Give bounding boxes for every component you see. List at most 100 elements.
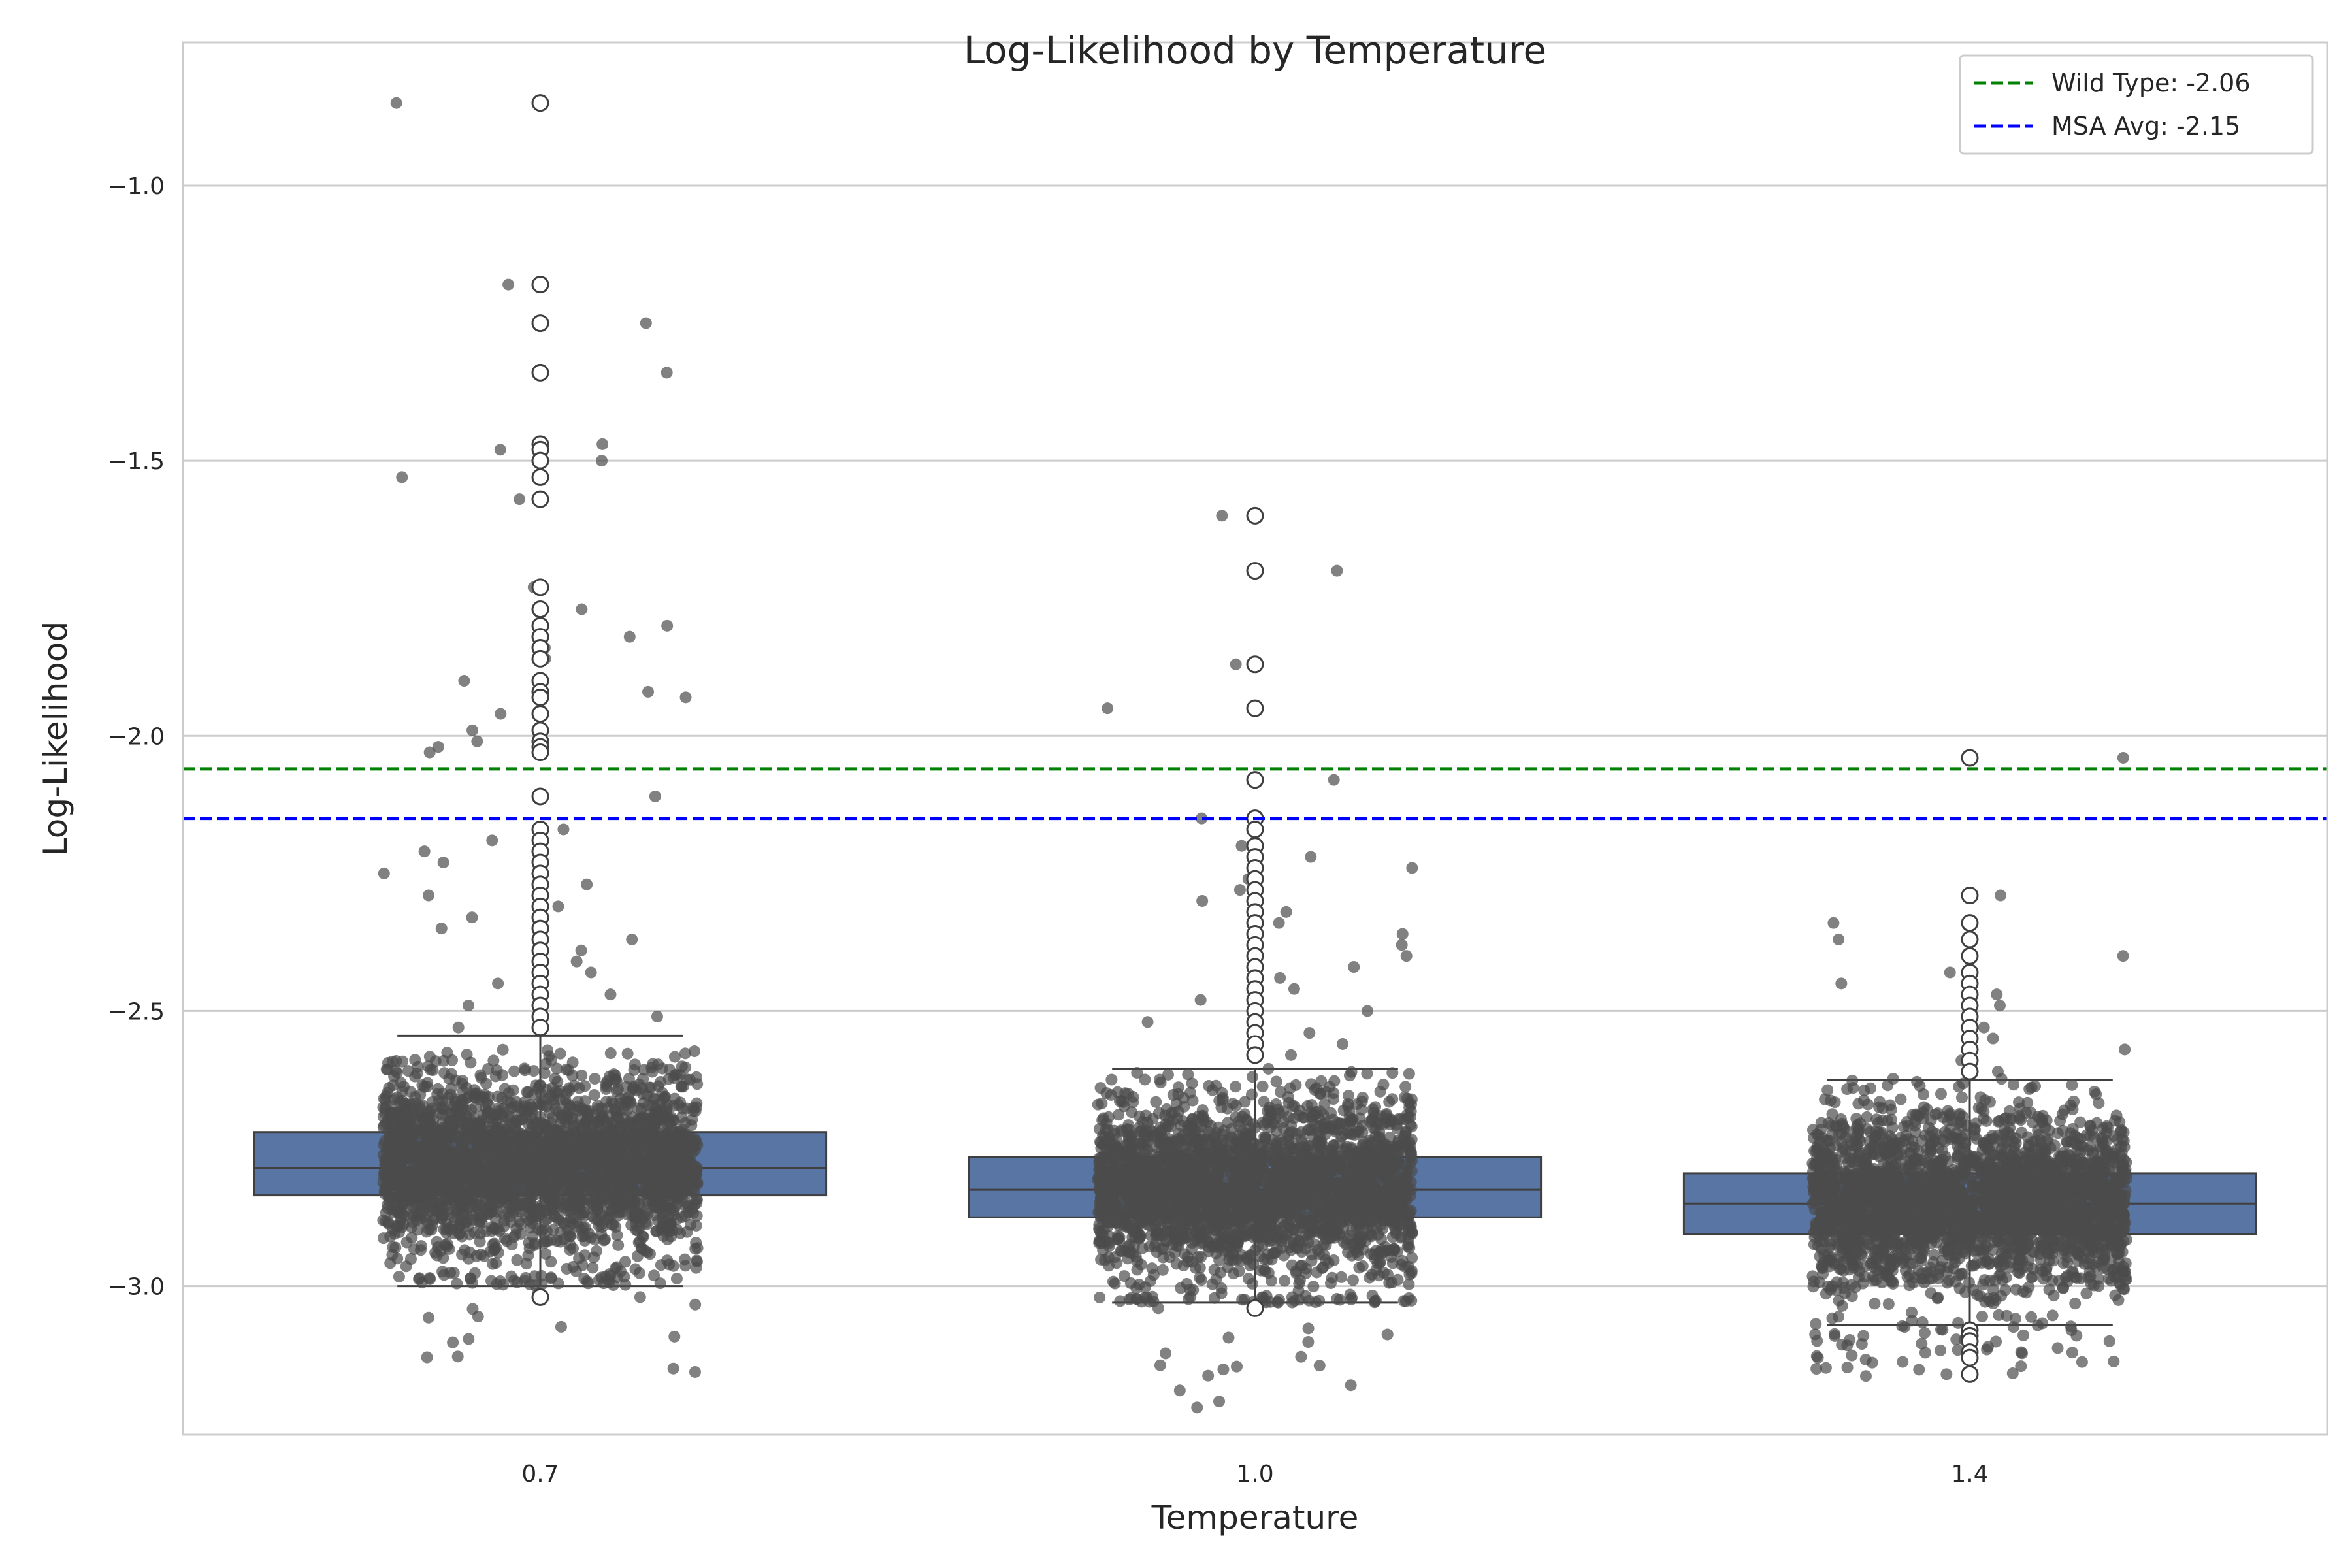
strip-point <box>691 1197 703 1209</box>
strip-point <box>674 1096 687 1109</box>
strip-point <box>1113 1234 1126 1247</box>
strip-point <box>540 1058 552 1070</box>
strip-point <box>576 1070 588 1082</box>
strip-point <box>395 1221 408 1233</box>
strip-point <box>564 1205 577 1217</box>
strip-point <box>1094 1235 1106 1248</box>
strip-point <box>644 1117 656 1130</box>
strip-point <box>629 1149 642 1161</box>
strip-point <box>633 1267 645 1279</box>
strip-point <box>560 1063 572 1075</box>
strip-point <box>466 1277 479 1289</box>
strip-point <box>421 1109 433 1122</box>
strip-point <box>390 97 402 109</box>
strip-point <box>495 708 507 720</box>
strip-point <box>527 1217 539 1230</box>
strip-point <box>689 1365 701 1378</box>
strip-point <box>649 1201 662 1214</box>
strip-point <box>1293 1277 1305 1290</box>
strip-point <box>475 1071 487 1084</box>
strip-point <box>629 1058 641 1071</box>
strip-point <box>1092 1098 1104 1111</box>
strip-point <box>541 1044 553 1056</box>
strip-point <box>686 1113 698 1126</box>
strip-point <box>609 1134 621 1146</box>
strip-point <box>1346 1114 1358 1126</box>
strip-point <box>655 1076 667 1088</box>
strip-point <box>596 438 609 450</box>
strip-point <box>454 1218 466 1230</box>
strip-point <box>633 1130 645 1143</box>
strip-point <box>529 1206 542 1218</box>
strip-point <box>408 1243 421 1256</box>
strip-point <box>422 889 434 902</box>
strip-point <box>507 1084 519 1096</box>
strip-point <box>474 1208 486 1220</box>
strip-point <box>402 1122 415 1134</box>
strip-point <box>466 911 478 924</box>
strip-point <box>687 1207 700 1219</box>
strip-point <box>423 746 436 759</box>
strip-point <box>465 1056 477 1069</box>
strip-point <box>515 1173 528 1185</box>
strip-point <box>451 1277 463 1290</box>
strip-point <box>434 1166 446 1179</box>
strip-point <box>444 1088 457 1101</box>
strip-point <box>637 1231 649 1243</box>
strip-point <box>648 1269 661 1282</box>
strip-point <box>1095 1253 1107 1266</box>
strip-point <box>1367 1103 1379 1116</box>
strip-point <box>429 1128 441 1140</box>
strip-point <box>546 1188 559 1200</box>
strip-point <box>506 1190 519 1203</box>
strip-point <box>529 1239 541 1251</box>
strip-point <box>561 1262 573 1275</box>
strip-point <box>643 1081 655 1094</box>
strip-point <box>668 1209 680 1222</box>
strip-point <box>396 1094 408 1107</box>
strip-point <box>418 1081 431 1093</box>
strip-point <box>585 1162 597 1174</box>
strip-point <box>691 1168 703 1181</box>
strip-point <box>570 955 583 968</box>
strip-point <box>611 1229 623 1241</box>
strip-point <box>446 1054 459 1066</box>
strip-point <box>632 1172 645 1184</box>
strip-point <box>563 1084 576 1096</box>
strip-point <box>664 1156 677 1168</box>
strip-point <box>486 834 498 847</box>
strip-point <box>1365 1268 1378 1281</box>
strip-point <box>645 1145 657 1157</box>
strip-point <box>497 1043 509 1056</box>
strip-point <box>429 1247 442 1259</box>
strip-point <box>667 1260 679 1272</box>
strip-point <box>418 845 431 858</box>
strip-point <box>1266 1253 1278 1266</box>
strip-point <box>511 1254 523 1266</box>
strip-point <box>668 1137 681 1150</box>
strip-point <box>651 1169 664 1182</box>
strip-point <box>385 1107 397 1119</box>
strip-point <box>506 1238 518 1250</box>
strip-point <box>1109 1277 1121 1290</box>
strip-point <box>655 1111 667 1124</box>
strip-point <box>438 1103 450 1115</box>
strip-point <box>503 1211 515 1223</box>
strip-point <box>593 1180 605 1192</box>
strip-point <box>536 1166 548 1178</box>
strip-point <box>472 1311 484 1323</box>
strip-point <box>621 1047 634 1060</box>
strip-point <box>598 1234 610 1247</box>
strip-point <box>681 1226 693 1238</box>
strip-point <box>463 1124 476 1136</box>
strip-point <box>1144 1275 1156 1287</box>
strip-point <box>524 1156 536 1169</box>
strip-point <box>389 1241 402 1254</box>
strip-point <box>416 1143 429 1156</box>
strip-point <box>642 685 655 698</box>
strip-point <box>687 1102 700 1114</box>
strip-point <box>587 1262 599 1274</box>
strip-point <box>579 1249 591 1262</box>
strip-point <box>583 1227 595 1239</box>
strip-point <box>437 857 449 869</box>
